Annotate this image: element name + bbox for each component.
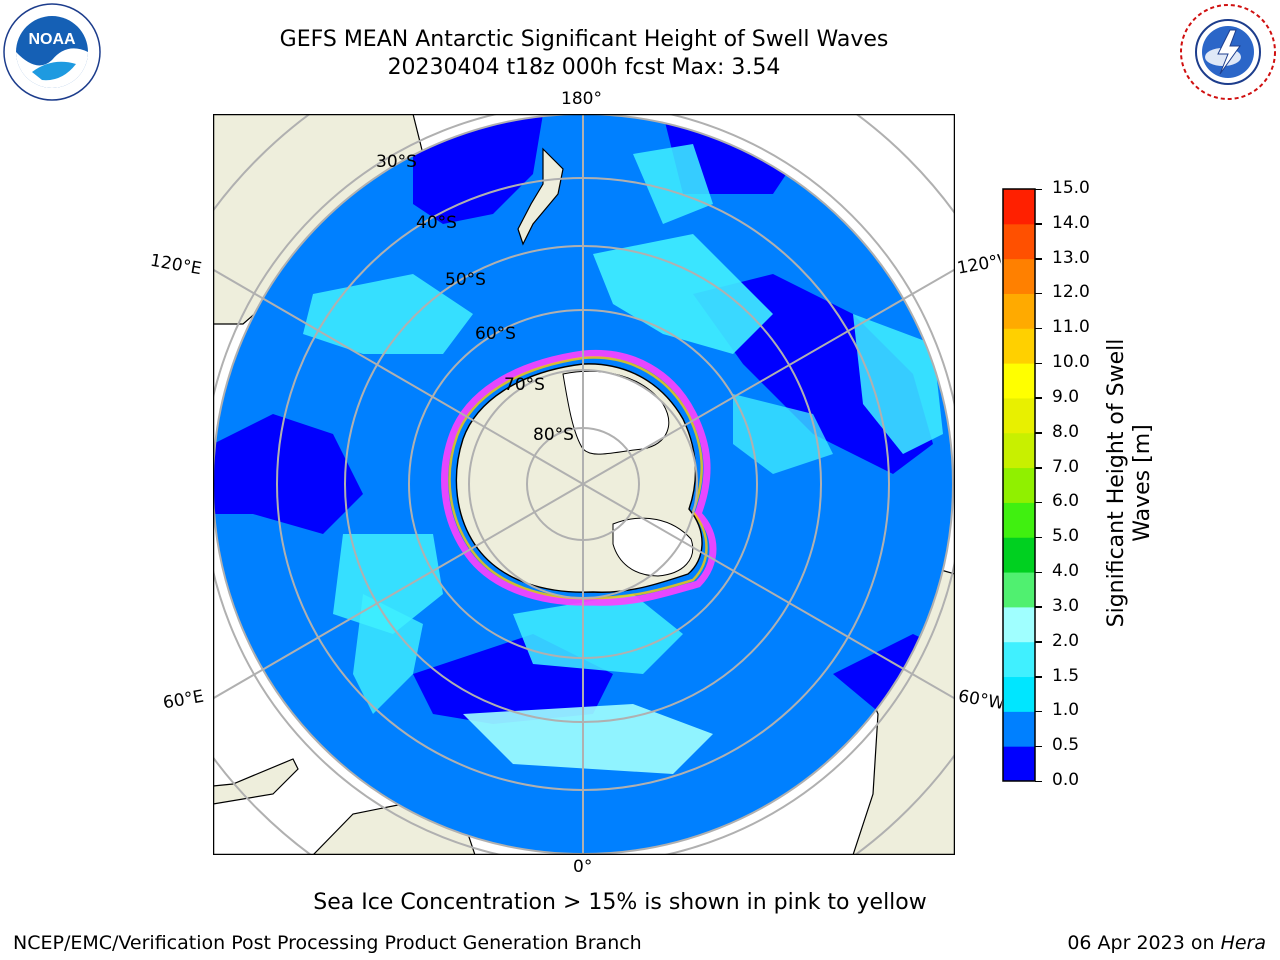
colorbar	[1002, 188, 1036, 782]
lat-label-60s: 60°S	[475, 324, 516, 344]
colorbar-segment	[1003, 606, 1035, 643]
colorbar-segment	[1003, 572, 1035, 608]
colorbar-tick-mark	[1035, 188, 1042, 190]
colorbar-tick-label: 10.0	[1052, 352, 1090, 373]
colorbar-frame	[1002, 188, 1036, 782]
colorbar-tick-label: 13.0	[1052, 247, 1090, 268]
lon-label-upper-right: 120°W	[955, 251, 1003, 279]
colorbar-label: Significant Height of Swell Waves [m]	[1104, 338, 1155, 628]
colorbar-tick-mark	[1035, 258, 1042, 260]
colorbar-segment	[1003, 189, 1035, 225]
lon-label-bottom: 0°	[573, 857, 593, 877]
lat-label-40s: 40°S	[416, 213, 457, 233]
sea-ice-caption: Sea Ice Concentration > 15% is shown in …	[0, 890, 1280, 915]
lon-label-upper-left: 120°E	[148, 250, 204, 280]
colorbar-segment	[1003, 363, 1035, 399]
colorbar-tick-label: 6.0	[1052, 491, 1080, 512]
colorbar-tick-label: 12.0	[1052, 282, 1090, 303]
noaa-logo: NOAA	[3, 3, 101, 101]
lat-label-30s: 30°S	[376, 152, 417, 172]
credit-text: NCEP/EMC/Verification Post Processing Pr…	[13, 932, 642, 954]
colorbar-tick-mark	[1035, 223, 1042, 225]
lat-label-50s: 50°S	[445, 270, 486, 290]
sea-ice-edge	[441, 349, 717, 606]
colorbar-segment	[1003, 328, 1035, 364]
colorbar-tick-mark	[1035, 745, 1042, 748]
nws-logo	[1180, 4, 1276, 100]
new-zealand-landmass	[517, 147, 564, 246]
colorbar-tick-mark	[1035, 606, 1042, 608]
colorbar-tick-mark	[1035, 710, 1042, 713]
colorbar-tick-mark	[1035, 467, 1042, 469]
colorbar-tick-mark	[1035, 327, 1042, 330]
colorbar-tick-label: 0.5	[1052, 735, 1080, 756]
colorbar-tick-mark	[1035, 780, 1042, 782]
colorbar-segment	[1003, 746, 1035, 782]
colorbar-tick-mark	[1035, 432, 1042, 434]
graticule	[213, 114, 955, 855]
sea-ice-caption-text: Sea Ice Concentration > 15% is shown in …	[313, 890, 927, 915]
colorbar-tick-mark	[1035, 536, 1042, 539]
lat-label-70s: 70°S	[504, 375, 545, 395]
colorbar-tick-label: 2.0	[1052, 630, 1080, 651]
colorbar-tick-label: 0.0	[1052, 770, 1080, 790]
colorbar-tick-label: 3.0	[1052, 595, 1080, 616]
colorbar-tick-label: 9.0	[1052, 386, 1080, 407]
antarctica	[441, 349, 717, 606]
polar-map	[213, 114, 955, 855]
ronne-ice-shelf	[612, 517, 694, 577]
colorbar-segment	[1003, 293, 1035, 329]
colorbar-tick-label: 15.0	[1052, 178, 1090, 198]
colorbar-segment	[1003, 502, 1035, 538]
run-machine: Hera	[1220, 932, 1266, 954]
colorbar-segment	[1003, 711, 1035, 747]
colorbar-tick-label: 1.5	[1052, 665, 1080, 686]
colorbar-tick-label: 4.0	[1052, 561, 1080, 582]
colorbar-tick-mark	[1035, 501, 1042, 504]
colorbar-tick-mark	[1035, 641, 1042, 643]
colorbar-tick-mark	[1035, 292, 1042, 295]
africa-landmass	[213, 758, 299, 805]
colorbar-segment	[1003, 467, 1035, 503]
map-title: GEFS MEAN Antarctic Significant Height o…	[279, 27, 889, 52]
colorbar-segment	[1003, 258, 1035, 294]
map-subtitle: 20230404 t18z 000h fcst Max: 3.54	[387, 55, 781, 80]
colorbar-tick-mark	[1035, 571, 1042, 574]
colorbar-tick-label: 5.0	[1052, 526, 1080, 547]
colorbar-tick-label: 14.0	[1052, 212, 1090, 233]
colorbar-tick-label: 7.0	[1052, 456, 1080, 477]
colorbar-segment	[1003, 641, 1035, 678]
colorbar-tick-label: 11.0	[1052, 317, 1090, 338]
noaa-logo-text: NOAA	[28, 31, 76, 48]
lat-label-80s: 80°S	[533, 425, 574, 445]
colorbar-segment	[1003, 432, 1035, 469]
colorbar-segment	[1003, 223, 1035, 260]
lon-label-lower-right: 60°W	[956, 686, 1004, 714]
lon-label-lower-left: 60°E	[161, 686, 206, 714]
colorbar-tick-mark	[1035, 362, 1042, 365]
colorbar-tick-mark	[1035, 676, 1042, 678]
colorbar-tick-label: 8.0	[1052, 421, 1080, 442]
sea-ice-edge-inner	[448, 356, 708, 600]
colorbar-tick-mark	[1035, 397, 1042, 399]
map-frame	[213, 114, 955, 855]
colorbar-segment	[1003, 676, 1035, 712]
colorbar-tick-label: 1.0	[1052, 700, 1080, 721]
run-date: 06 Apr 2023 on Hera	[1067, 932, 1266, 954]
colorbar-segment	[1003, 397, 1035, 434]
colorbar-segment	[1003, 537, 1035, 573]
run-date-text: 06 Apr 2023 on	[1067, 932, 1221, 954]
lon-label-top: 180°	[561, 89, 602, 109]
